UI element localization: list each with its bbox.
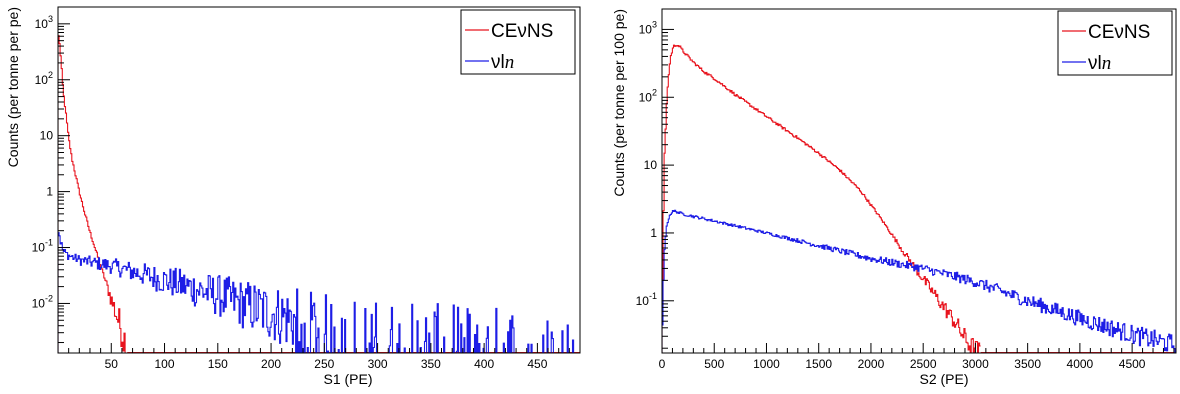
x-tick-label: 450 [527, 357, 547, 371]
y-tick-label: 10 [644, 158, 658, 172]
y-axis-label: Counts (per tonne per pe) [5, 7, 21, 167]
y-tick-label: 10-2 [32, 293, 53, 310]
y-tick-label: 103 [639, 19, 657, 36]
x-tick-label: 250 [314, 357, 334, 371]
y-tick-label: 1 [46, 185, 53, 199]
y-tick-label: 102 [639, 87, 657, 104]
x-tick-label: 50 [105, 357, 119, 371]
chart-1: 50 100 150 200 250 300 350 400 450 10-2 10-1 1 10 102… [5, 6, 581, 387]
plot-area [58, 35, 580, 353]
x-tick-label: 1000 [753, 357, 780, 371]
x-axis-label: S1 (PE) [323, 371, 372, 387]
y-tick-label: 1 [650, 226, 657, 240]
series-line-1 [58, 35, 128, 353]
x-tick-label: 400 [474, 357, 494, 371]
plot-area [662, 44, 1176, 353]
x-tick-label: 3000 [962, 357, 989, 371]
y-axis-label: Counts (per tonne per 100 pe) [611, 9, 627, 197]
legend-box [460, 9, 576, 75]
series-line-2 [58, 232, 580, 353]
legend-label-1: CEνNS [1088, 22, 1150, 43]
x-tick-label: 300 [368, 357, 388, 371]
legend-label-2: νln [1088, 53, 1111, 74]
plot-frame [57, 6, 581, 354]
series-line-1 [662, 44, 981, 353]
y-tick-label: 10 [40, 129, 54, 143]
x-tick-label: 100 [155, 357, 175, 371]
legend-box [1057, 10, 1173, 76]
x-tick-label: 3500 [1014, 357, 1041, 371]
legend: CEνNS νln [1057, 10, 1173, 76]
x-tick-label: 0 [659, 357, 666, 371]
x-tick-label: 1500 [805, 357, 832, 371]
legend: CEνNS νln [460, 9, 576, 75]
y-tick-label: 103 [35, 14, 53, 31]
x-tick-label: 2500 [910, 357, 937, 371]
x-tick-label: 500 [704, 357, 724, 371]
x-tick-label: 200 [261, 357, 281, 371]
x-tick-label: 4500 [1119, 357, 1146, 371]
plot-frame [661, 8, 1177, 354]
x-tick-label: 4000 [1067, 357, 1094, 371]
y-tick-label: 10-1 [636, 291, 657, 308]
chart-2: 0 500 1000 1500 2000 2500 3000 3500 4000 4500 10-1… [611, 8, 1177, 387]
y-tick-label: 102 [35, 70, 53, 87]
x-tick-label: 150 [208, 357, 228, 371]
x-tick-label: 2000 [858, 357, 885, 371]
y-tick-label: 10-1 [32, 238, 53, 255]
x-tick-label: 350 [421, 357, 441, 371]
legend-label-1: CEνNS [491, 21, 553, 42]
legend-label-2: νln [491, 52, 514, 73]
series-line-2 [662, 209, 1176, 353]
x-axis-label: S2 (PE) [919, 371, 968, 387]
